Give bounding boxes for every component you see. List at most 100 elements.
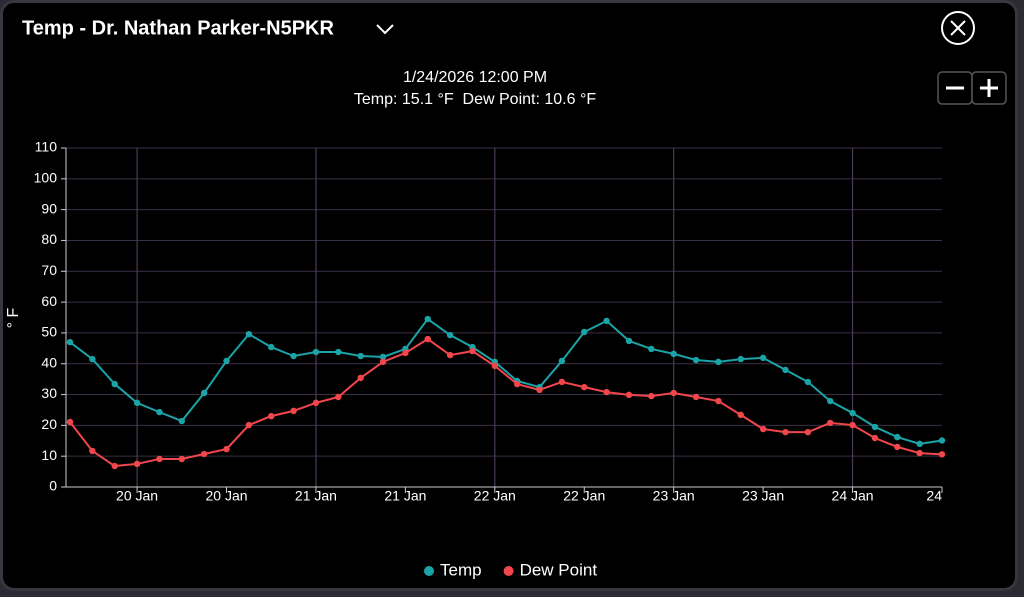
subtitle: 1/24/2026 12:00 PM <box>403 69 547 86</box>
legend-item[interactable]: Temp <box>424 560 482 579</box>
data-point <box>715 358 722 366</box>
x-tick-label: 21 Jan <box>384 488 426 504</box>
y-tick-label: 60 <box>41 293 57 309</box>
data-point <box>715 397 722 405</box>
data-point <box>938 451 946 458</box>
data-point <box>402 349 409 357</box>
x-tick-label: 24 Jan <box>832 488 874 504</box>
y-tick-label: 50 <box>41 324 57 340</box>
data-point <box>804 378 812 386</box>
data-point <box>581 328 588 336</box>
x-tick-label: 23 Jan <box>653 488 695 504</box>
data-point <box>178 455 185 463</box>
data-point <box>827 397 834 405</box>
data-point <box>558 378 566 386</box>
legend-swatch <box>424 566 434 576</box>
data-point <box>357 374 364 382</box>
series-line <box>69 337 943 468</box>
y-tick-label: 20 <box>41 416 57 432</box>
data-point <box>603 388 610 396</box>
data-point <box>357 352 364 360</box>
data-point <box>156 408 163 416</box>
data-point <box>782 366 789 374</box>
data-point <box>782 428 789 436</box>
data-point <box>335 348 342 356</box>
data-point <box>66 418 74 426</box>
data-point <box>491 362 499 370</box>
data-point <box>312 399 320 407</box>
y-tick-label: 0 <box>49 478 57 494</box>
data-point <box>625 391 633 399</box>
data-point <box>446 351 454 359</box>
data-point <box>290 352 297 360</box>
x-tick-label: 24 <box>926 488 942 504</box>
y-tick-label: 70 <box>41 262 57 278</box>
x-tick-label: 22 Jan <box>474 488 516 504</box>
data-point <box>536 386 543 394</box>
data-point <box>737 355 744 363</box>
legend-swatch <box>503 566 514 576</box>
data-point <box>335 393 342 401</box>
y-tick-label: 90 <box>41 200 57 216</box>
data-point <box>625 337 633 345</box>
x-tick-label: 20 Jan <box>205 488 247 504</box>
data-point <box>804 428 812 436</box>
legend-label: Dew Point <box>520 560 598 579</box>
data-point <box>916 449 923 457</box>
data-point <box>200 389 208 397</box>
legend-label: Temp <box>440 560 482 579</box>
data-point <box>200 450 208 458</box>
data-point <box>692 356 700 364</box>
data-point <box>223 357 230 365</box>
data-point <box>66 338 74 346</box>
zoom-in-button[interactable] <box>971 71 1007 105</box>
data-point <box>469 347 476 355</box>
close-button[interactable] <box>941 11 975 45</box>
data-point <box>89 447 96 455</box>
data-point <box>737 411 744 419</box>
data-point <box>513 380 521 388</box>
data-point <box>245 330 253 338</box>
data-point <box>603 317 610 325</box>
x-tick-label: 22 Jan <box>563 488 605 504</box>
data-point <box>268 412 275 420</box>
dropdown-chevron[interactable] <box>376 24 394 35</box>
data-point <box>648 345 655 353</box>
data-point <box>692 393 700 401</box>
data-point <box>759 425 767 433</box>
data-point <box>670 389 677 397</box>
data-point <box>111 380 118 388</box>
data-point <box>312 348 320 356</box>
data-point <box>290 407 297 415</box>
data-point <box>827 419 834 427</box>
data-point <box>133 399 141 407</box>
data-point <box>938 437 946 444</box>
legend-item[interactable]: Dew Point <box>503 560 598 579</box>
x-tick-label: 21 Jan <box>295 488 337 504</box>
data-point <box>916 440 923 448</box>
y-tick-label: 30 <box>41 385 57 401</box>
data-point <box>894 433 901 441</box>
data-point <box>245 421 253 429</box>
x-tick-label: 20 Jan <box>116 488 158 504</box>
data-point <box>558 357 566 365</box>
annotation: Temp: 15.1 °F Dew Point: 10.6 °F <box>354 91 596 108</box>
y-axis-label: ° F <box>5 307 22 328</box>
y-tick-label: 110 <box>35 139 58 155</box>
data-point <box>89 355 96 363</box>
data-point <box>133 460 141 468</box>
data-point <box>871 423 879 431</box>
data-point <box>871 434 879 442</box>
zoom-out-button[interactable] <box>937 71 973 105</box>
data-point <box>849 409 856 417</box>
data-point <box>894 443 901 451</box>
data-point <box>379 358 387 366</box>
x-tick-label: 23 Jan <box>742 488 784 504</box>
data-point <box>648 392 655 400</box>
data-point <box>424 335 431 343</box>
chart-title: Temp - Dr. Nathan Parker-N5PKR <box>22 17 334 39</box>
data-point <box>581 383 588 391</box>
series-line <box>69 317 943 445</box>
